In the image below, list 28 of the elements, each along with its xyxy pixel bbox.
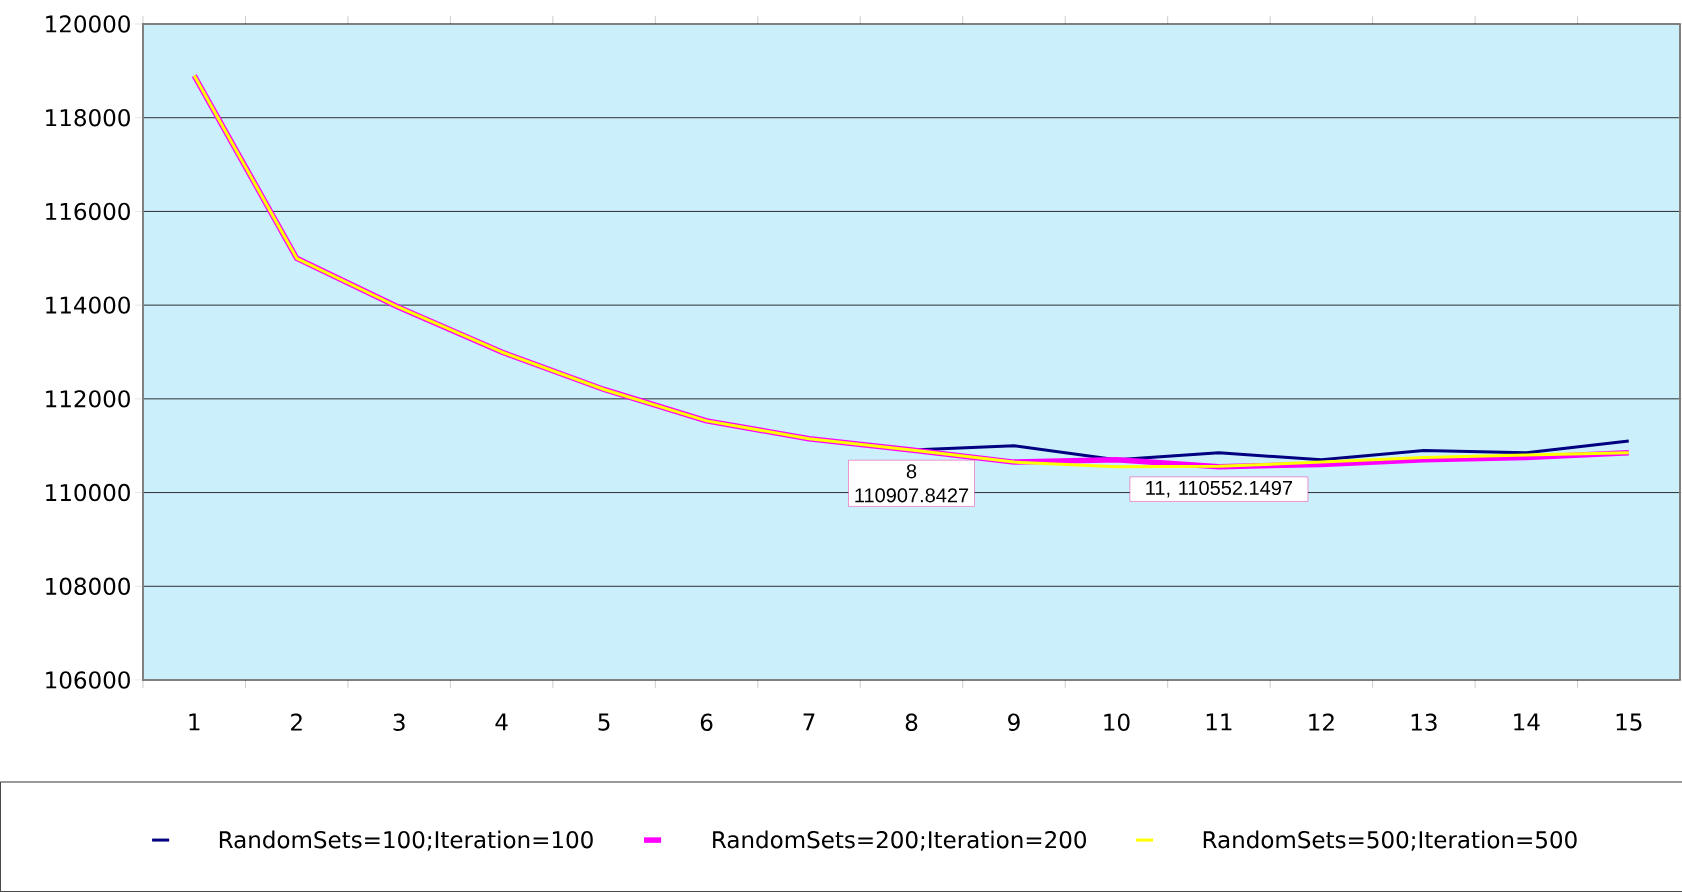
x-tick-label: 3 xyxy=(393,713,405,731)
x-tick-label: 13 xyxy=(1411,713,1437,731)
legend-label: RandomSets=100;Iteration=100 xyxy=(219,830,593,851)
x-tick-label: 6 xyxy=(700,713,713,731)
x-tick-label: 2 xyxy=(291,713,302,731)
x-tick-label: 5 xyxy=(598,713,610,731)
x-tick-label: 7 xyxy=(803,713,815,731)
y-tick-label: 108000 xyxy=(46,577,130,595)
annotation: 11, 110552.1497 xyxy=(1146,480,1293,498)
x-tick-label: 12 xyxy=(1309,713,1334,731)
x-tick-label: 10 xyxy=(1104,713,1130,731)
x-tick-label: 1 xyxy=(189,713,200,731)
x-tick-label: 8 xyxy=(905,713,918,731)
x-tick-label: 11 xyxy=(1206,713,1232,731)
y-tick-label: 106000 xyxy=(46,671,130,689)
y-tick-label: 120000 xyxy=(46,15,130,33)
y-tick-label: 112000 xyxy=(46,390,130,408)
y-tick-label: 116000 xyxy=(46,202,130,221)
y-tick-label: 110000 xyxy=(46,483,130,502)
y-tick-label: 114000 xyxy=(46,296,130,314)
x-tick-label: 4 xyxy=(495,713,508,731)
legend-label: RandomSets=500;Iteration=500 xyxy=(1203,830,1577,851)
annotation: 8 110907.8427 xyxy=(855,464,969,503)
x-tick-label: 15 xyxy=(1616,713,1642,731)
legend-label: RandomSets=200;Iteration=200 xyxy=(713,830,1086,851)
x-tick-label: 14 xyxy=(1514,713,1540,731)
x-tick-label: 9 xyxy=(1008,713,1020,731)
y-tick-label: 118000 xyxy=(46,109,130,127)
